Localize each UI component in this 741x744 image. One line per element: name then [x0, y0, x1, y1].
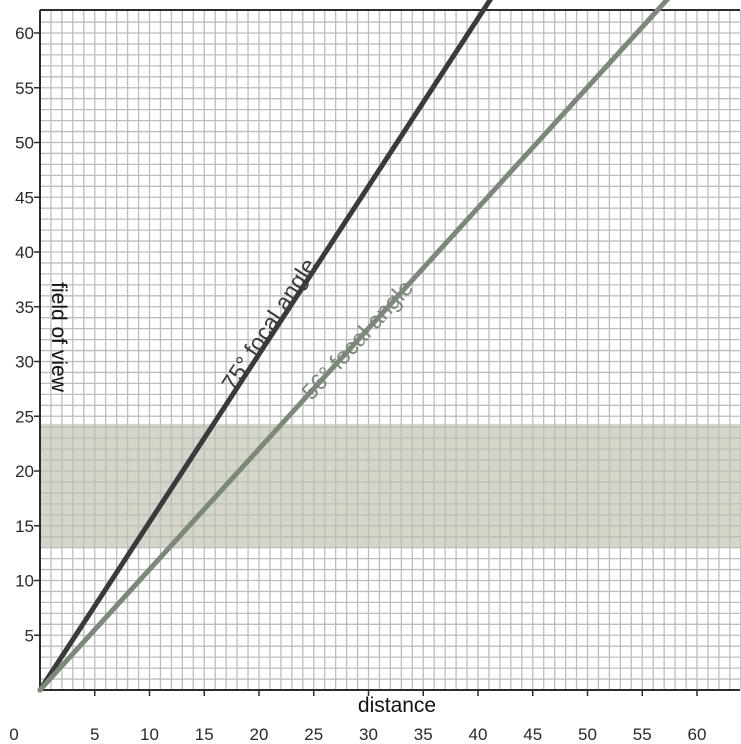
y-tick-label: 35 [15, 298, 34, 317]
y-axis-label: field of view [47, 282, 70, 393]
y-tick-label: 15 [15, 517, 34, 536]
series-line-56-focal-angle [37, 0, 671, 693]
x-tick-label: 35 [414, 725, 433, 744]
y-tick-label: 50 [15, 134, 34, 153]
y-tick-label: 45 [15, 188, 34, 207]
x-tick-label: 40 [469, 725, 488, 744]
y-tick-label: 20 [15, 462, 34, 481]
x-tick-label: 45 [523, 725, 542, 744]
y-tick-label: 40 [15, 243, 34, 262]
x-tick-label: 5 [90, 725, 99, 744]
x-tick-label: 60 [688, 725, 707, 744]
y-tick-label: 30 [15, 353, 34, 372]
x-tick-label: 15 [195, 725, 214, 744]
x-tick-label: 50 [578, 725, 597, 744]
y-tick-label: 25 [15, 407, 34, 426]
y-tick-label: 55 [15, 79, 34, 98]
y-tick-label: 5 [25, 626, 34, 645]
y-tick-label: 60 [15, 24, 34, 43]
series-line-75-focal-angle [37, 0, 493, 693]
x-tick-label: 20 [250, 725, 269, 744]
x-tick-label: 0 [9, 725, 18, 744]
x-axis-label: distance [358, 694, 436, 717]
x-tick-label: 25 [304, 725, 323, 744]
y-tick-label: 10 [15, 572, 34, 591]
x-tick-label: 10 [140, 725, 159, 744]
x-tick-label: 30 [359, 725, 378, 744]
x-tick-label: 55 [633, 725, 652, 744]
